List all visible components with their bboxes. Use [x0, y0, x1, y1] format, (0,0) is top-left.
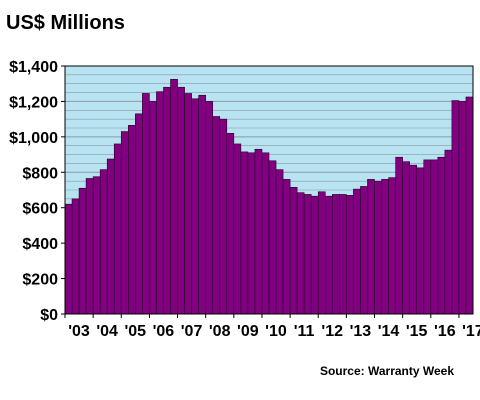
x-tick-label: '16	[434, 323, 456, 340]
x-tick-label: '05	[124, 323, 146, 340]
bar	[332, 194, 340, 315]
bar	[409, 164, 418, 315]
bar	[381, 179, 389, 315]
y-tick-label: $1,200	[9, 94, 58, 111]
bar	[254, 148, 263, 315]
bar	[458, 101, 467, 315]
bar	[78, 187, 87, 315]
bar	[191, 98, 199, 315]
bar	[437, 156, 446, 315]
y-tick-label: $1,400	[9, 59, 58, 76]
x-axis: '03 '04 '05 '06 '07 '08 '09 '10 '11 '12 '13 '14 '15 '…	[64, 314, 480, 340]
bar	[113, 143, 122, 315]
bar	[247, 152, 256, 315]
y-tick-label: $0	[40, 307, 58, 324]
bar	[289, 187, 298, 315]
bar	[423, 159, 432, 315]
x-tick-label: '08	[209, 323, 231, 340]
bar	[226, 133, 235, 315]
bar	[275, 169, 284, 315]
bar	[353, 188, 361, 315]
bar	[99, 169, 108, 315]
bar	[261, 152, 270, 315]
y-tick-label: $200	[22, 272, 58, 289]
bar	[128, 125, 136, 315]
bar	[106, 158, 115, 315]
bar	[430, 159, 439, 315]
bar	[205, 101, 214, 315]
bar	[170, 78, 178, 315]
x-tick-label: '13	[350, 323, 372, 340]
bar	[346, 195, 354, 315]
bar	[163, 86, 171, 315]
bar	[240, 151, 249, 315]
bar	[142, 93, 150, 315]
bar	[177, 86, 185, 315]
bar	[85, 178, 94, 315]
bar	[317, 191, 326, 315]
bar	[212, 116, 221, 315]
y-tick-label: $600	[22, 201, 58, 218]
x-tick-label: '15	[406, 323, 428, 340]
bar	[268, 160, 277, 315]
y-tick-label: $1,000	[9, 130, 58, 147]
bar	[303, 194, 312, 315]
bar	[367, 179, 375, 315]
y-tick-label: $400	[22, 236, 58, 253]
x-tick-label: '09	[237, 323, 259, 340]
x-tick-label: '04	[96, 323, 118, 340]
bar	[233, 143, 242, 315]
bar	[374, 180, 382, 315]
x-tick-label: '03	[68, 323, 90, 340]
bar	[444, 149, 453, 315]
bar	[339, 194, 347, 315]
bar	[296, 192, 305, 315]
x-tick-label: '14	[378, 323, 400, 340]
bar	[402, 161, 410, 315]
x-tick-label: '11	[294, 323, 315, 340]
bar	[71, 198, 80, 315]
bar	[135, 113, 143, 315]
bar	[198, 94, 206, 315]
bar	[395, 156, 403, 315]
bar	[416, 167, 425, 315]
bar	[451, 100, 460, 315]
bar	[282, 179, 291, 315]
source-note: Source: Warranty Week	[319, 364, 454, 378]
y-axis: $0 $200 $400 $600 $800 $1,000 $1,200 $1,400	[9, 59, 65, 324]
bar	[465, 96, 474, 315]
y-tick-label: $800	[22, 165, 58, 182]
bar	[64, 203, 73, 315]
bar	[92, 176, 101, 315]
bar	[149, 101, 157, 315]
x-tick-label: '07	[181, 323, 203, 340]
bar	[324, 195, 333, 315]
bar	[156, 91, 164, 315]
x-tick-label: '12	[321, 323, 343, 340]
x-tick-label: '06	[153, 323, 175, 340]
plot-frame	[64, 65, 474, 315]
x-tick-label: '17	[462, 323, 480, 340]
chart-title: US$ Millions	[6, 12, 125, 34]
bar	[184, 93, 192, 315]
bar	[219, 118, 228, 315]
bar	[120, 131, 129, 315]
bar	[388, 177, 396, 315]
bar	[310, 195, 319, 315]
x-tick-label: '10	[265, 323, 287, 340]
bar	[360, 186, 368, 315]
